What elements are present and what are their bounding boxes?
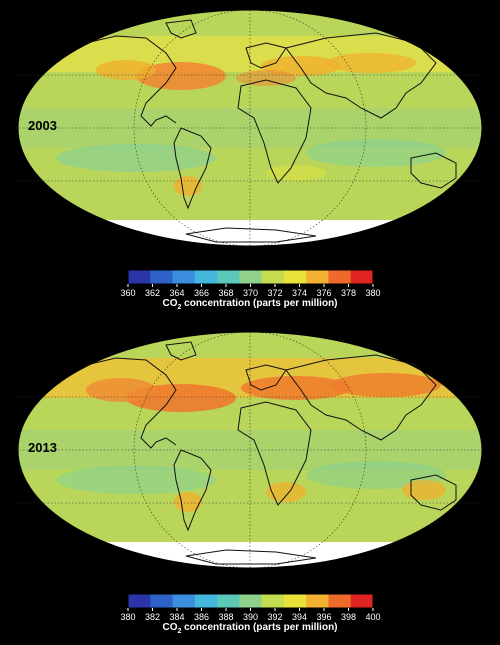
year-label: 2003 [28, 118, 57, 133]
colorbar-swatch [128, 594, 151, 608]
colorbar-swatch [150, 270, 174, 284]
colorbar-swatch [306, 594, 329, 608]
colorbar-swatch [350, 594, 374, 608]
colorbar-tick-label: 364 [169, 288, 184, 298]
panel-2013: 2013 380 382 384 386 388 390 392 394 396 398 400 C… [0, 322, 500, 645]
colorbar-2003: 360 362 364 366 368 370 372 374 376 378 380 [120, 269, 381, 298]
colorbar-tick-label: 370 [243, 288, 258, 298]
colorbar-swatch [328, 270, 352, 284]
colorbar-swatch [172, 594, 196, 608]
colorbar-tick-label: 366 [194, 288, 209, 298]
co2-map-2013 [16, 331, 484, 569]
colorbar-swatch [217, 270, 240, 284]
colorbar-tick-label: 372 [267, 288, 282, 298]
coastlines [85, 341, 457, 565]
colorbar-swatch [128, 270, 151, 284]
coastlines [85, 19, 457, 243]
colorbar-tick-label: 394 [292, 612, 307, 622]
colorbar-tick-label: 378 [341, 288, 356, 298]
colorbar-tick-label: 376 [316, 288, 331, 298]
colorbar-swatch [283, 594, 307, 608]
colorbar-tick-label: 384 [169, 612, 184, 622]
colorbar-tick-label: 390 [243, 612, 258, 622]
colorbar-swatch [194, 270, 218, 284]
colorbar-tick-label: 368 [218, 288, 233, 298]
colorbar-title: CO2 concentration (parts per million) [162, 298, 338, 311]
colorbar-tick-label: 388 [218, 612, 233, 622]
colorbar-tick-label: 360 [120, 288, 135, 298]
colorbar-swatch [150, 594, 174, 608]
colorbar-swatch [328, 594, 352, 608]
colorbar-swatch [217, 594, 240, 608]
colorbar-title: CO2 concentration (parts per million) [162, 622, 338, 635]
colorbar-swatch [194, 594, 218, 608]
colorbar-tick-label: 374 [292, 288, 307, 298]
map-frame [17, 331, 483, 569]
year-label: 2013 [28, 440, 57, 455]
colorbar-tick-label: 400 [365, 612, 380, 622]
colorbar-tick-label: 396 [316, 612, 331, 622]
colorbar-swatch [306, 270, 329, 284]
colorbar-swatch [172, 270, 196, 284]
colorbar-tick-label: 398 [341, 612, 356, 622]
colorbar-tick-label: 392 [267, 612, 282, 622]
map-frame [17, 9, 483, 247]
co2-map-2003 [16, 9, 484, 247]
panel-2003: 2003 360 362 364 366 368 370 372 374 376 378 380 C… [0, 0, 500, 322]
colorbar-swatch [261, 594, 285, 608]
colorbar-swatch [261, 270, 285, 284]
colorbar-swatch [283, 270, 307, 284]
colorbar-swatch [350, 270, 374, 284]
colorbar-tick-label: 380 [365, 288, 380, 298]
colorbar-tick-label: 382 [145, 612, 160, 622]
colorbar-swatch [239, 594, 263, 608]
colorbar-2013: 380 382 384 386 388 390 392 394 396 398 400 [120, 593, 381, 622]
colorbar-tick-label: 362 [145, 288, 160, 298]
colorbar-swatch [239, 270, 263, 284]
colorbar-tick-label: 380 [120, 612, 135, 622]
colorbar-tick-label: 386 [194, 612, 209, 622]
